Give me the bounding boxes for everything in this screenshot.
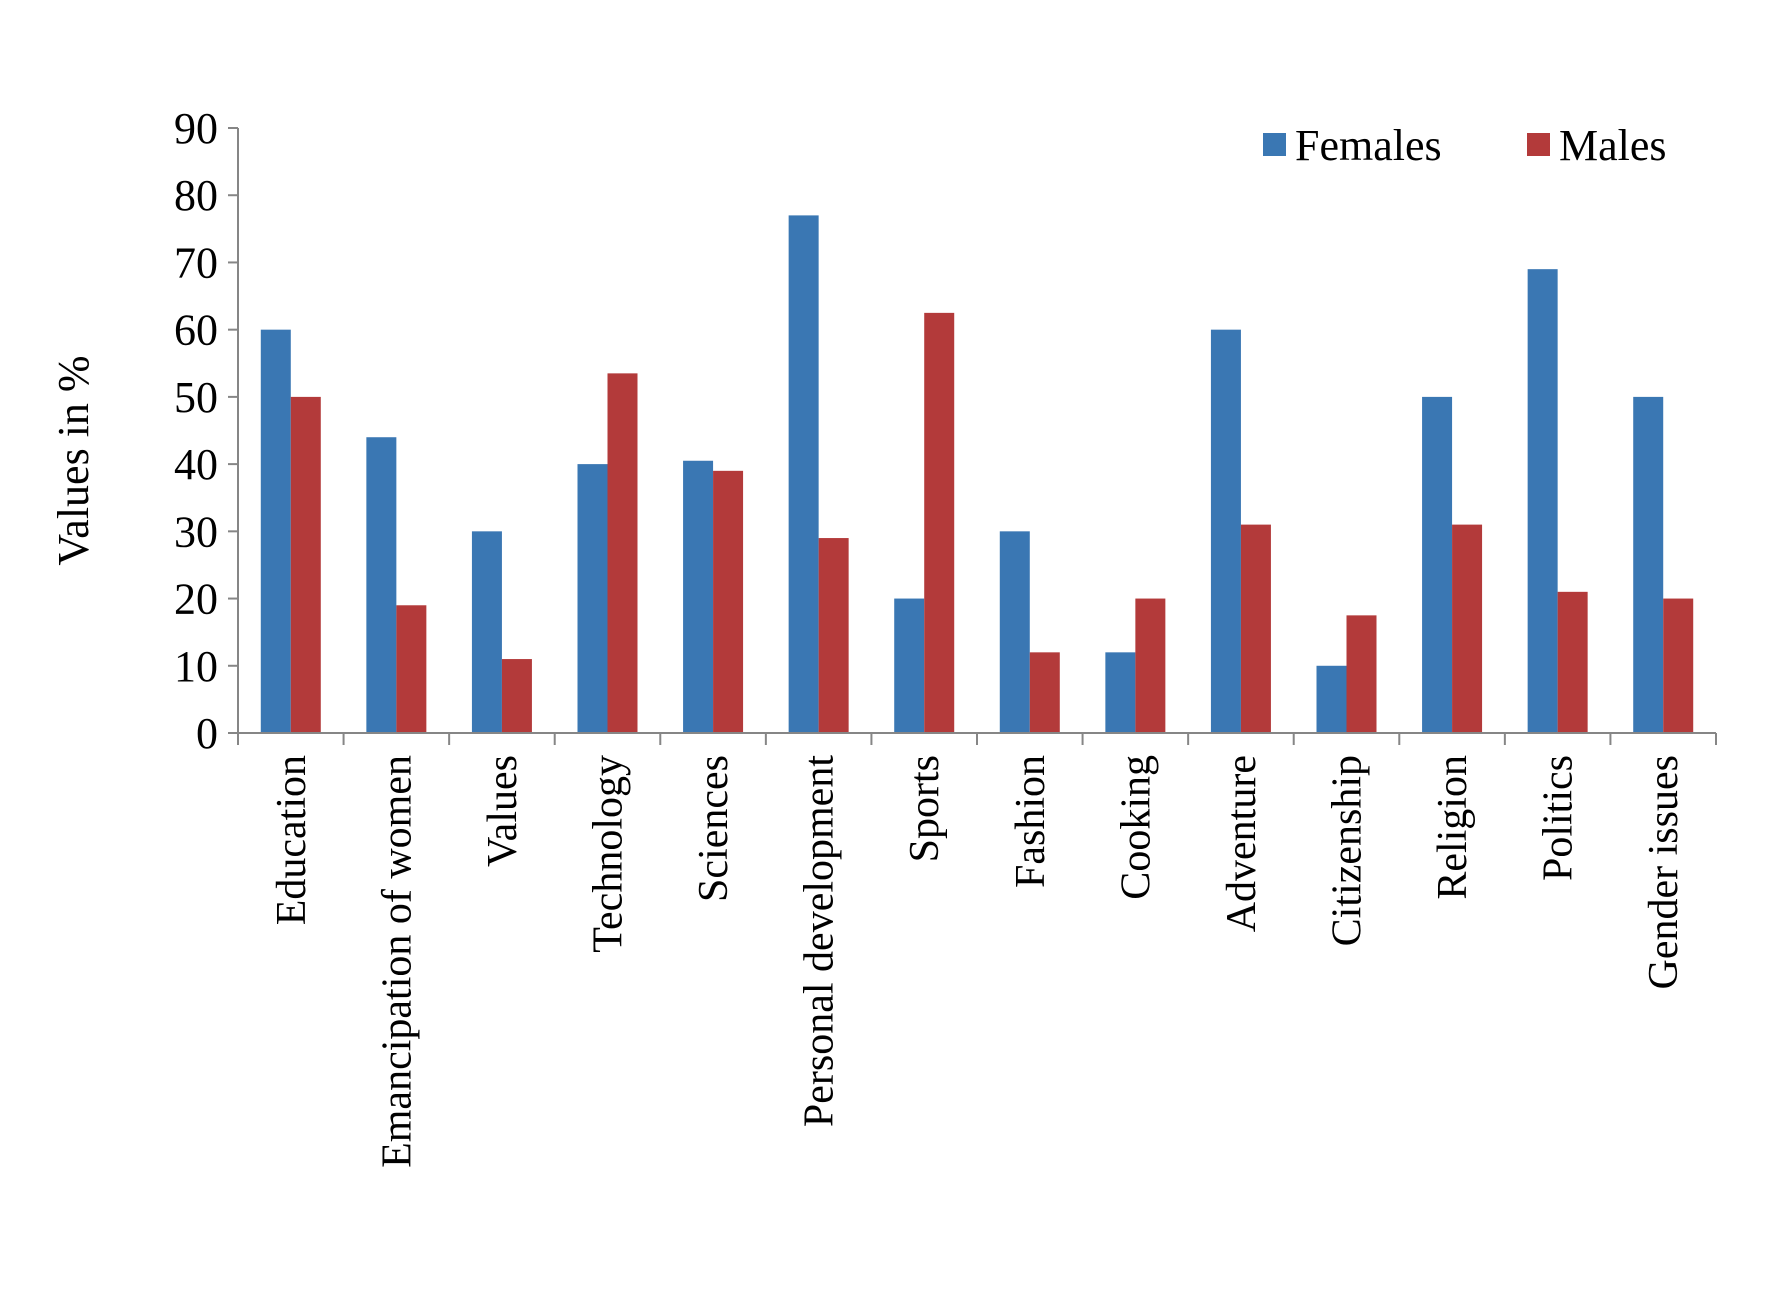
bar-females-sciences	[683, 460, 714, 733]
y-tick-label-60: 60	[174, 306, 218, 355]
x-category-label-citizenship: Citizenship	[1325, 755, 1371, 946]
bar-females-citizenship	[1316, 665, 1347, 733]
x-category-label-fashion: Fashion	[1008, 755, 1054, 888]
bar-males-politics	[1557, 591, 1588, 733]
bar-males-values	[501, 659, 532, 733]
y-axis-title: Values in %	[49, 355, 98, 565]
x-category-label-sports: Sports	[902, 755, 948, 862]
bar-females-gender-issues	[1633, 396, 1664, 733]
y-tick-label-0: 0	[196, 709, 218, 758]
bar-males-adventure	[1240, 524, 1271, 733]
y-tick-label-10: 10	[174, 642, 218, 691]
bar-females-education	[260, 329, 291, 733]
bar-females-sports	[894, 598, 925, 733]
bar-males-gender-issues	[1663, 598, 1694, 733]
x-category-label-technology: Technology	[586, 755, 632, 953]
bar-females-personal-development	[788, 215, 819, 733]
bar-males-citizenship	[1346, 615, 1377, 733]
bar-females-politics	[1527, 269, 1558, 733]
bar-males-sciences	[713, 470, 744, 733]
x-category-label-education: Education	[269, 755, 315, 925]
axes-layer	[228, 127, 1717, 745]
bar-females-technology	[577, 464, 608, 733]
x-category-label-politics: Politics	[1536, 755, 1582, 881]
labels-layer: 0 10 20 30 40 50 60 70 80 90 Education Emancipation…	[174, 104, 1687, 1168]
bars-layer	[260, 215, 1694, 733]
x-category-label-sciences: Sciences	[691, 755, 737, 902]
y-tick-label-50: 50	[174, 373, 218, 422]
x-category-label-personal-development: Personal development	[797, 755, 843, 1127]
y-tick-label-20: 20	[174, 575, 218, 624]
legend-swatch-males	[1527, 133, 1550, 156]
y-tick-label-30: 30	[174, 507, 218, 556]
bar-females-adventure	[1210, 329, 1241, 733]
y-tick-label-70: 70	[174, 238, 218, 287]
x-category-label-cooking: Cooking	[1113, 755, 1159, 900]
x-category-label-religion: Religion	[1430, 755, 1476, 900]
bar-males-education	[290, 396, 321, 733]
y-tick-label-80: 80	[174, 171, 218, 220]
bar-males-religion	[1452, 524, 1483, 733]
x-category-label-emancipation-of-women: Emancipation of women	[374, 755, 420, 1168]
bar-males-technology	[607, 373, 638, 733]
x-category-label-adventure: Adventure	[1219, 755, 1265, 932]
y-tick-label-90: 90	[174, 104, 218, 153]
bar-males-personal-development	[818, 538, 849, 733]
bar-males-fashion	[1029, 652, 1060, 733]
bar-females-emancipation-of-women	[366, 437, 397, 733]
bar-females-values	[471, 531, 502, 733]
legend-swatch-females	[1263, 133, 1286, 156]
bar-males-sports	[924, 312, 955, 733]
bar-males-emancipation-of-women	[396, 605, 427, 733]
bar-males-cooking	[1135, 598, 1166, 733]
legend-label-males: Males	[1559, 121, 1667, 170]
bar-females-cooking	[1105, 652, 1136, 733]
legend-label-females: Females	[1295, 121, 1442, 170]
y-tick-label-40: 40	[174, 440, 218, 489]
x-category-label-values: Values	[480, 755, 526, 867]
bar-females-religion	[1422, 396, 1453, 733]
x-category-label-gender-issues: Gender issues	[1641, 755, 1687, 989]
legend: Females Males	[1263, 121, 1667, 170]
bar-females-fashion	[999, 531, 1030, 733]
